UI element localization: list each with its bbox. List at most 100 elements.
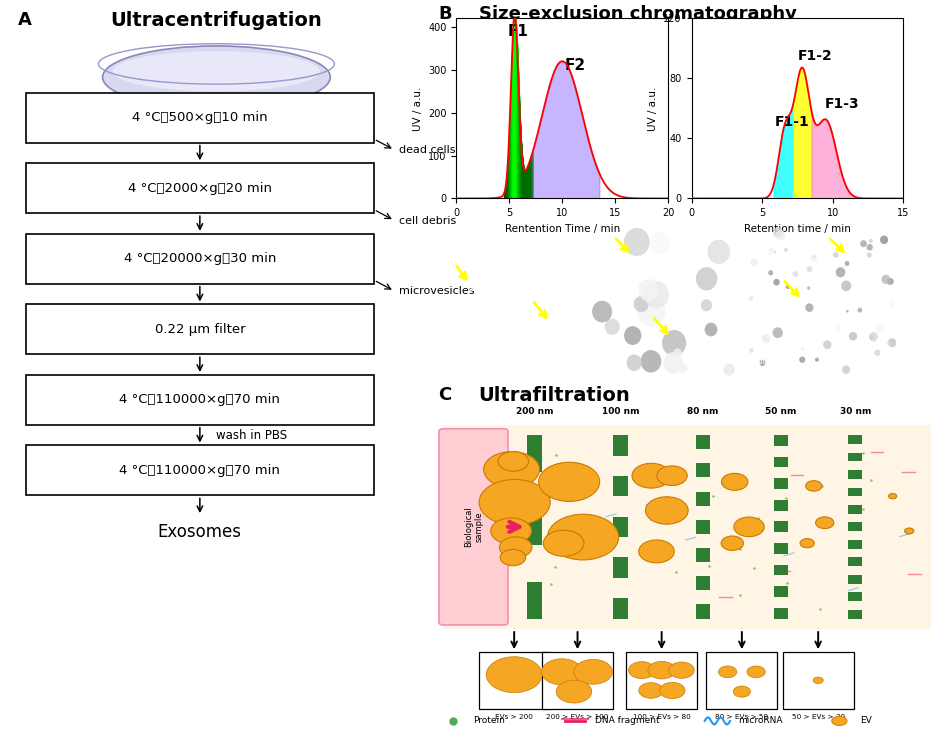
- Ellipse shape: [103, 46, 330, 108]
- Text: 4 °C、500×g、10 min: 4 °C、500×g、10 min: [132, 111, 267, 124]
- Circle shape: [815, 357, 819, 362]
- Circle shape: [774, 279, 780, 286]
- Ellipse shape: [629, 662, 655, 678]
- FancyBboxPatch shape: [848, 470, 863, 478]
- FancyBboxPatch shape: [774, 521, 789, 532]
- Ellipse shape: [747, 666, 765, 678]
- Text: F1: F1: [507, 24, 528, 38]
- FancyBboxPatch shape: [848, 487, 863, 496]
- Circle shape: [880, 235, 888, 244]
- Circle shape: [888, 338, 897, 347]
- Text: d: d: [445, 232, 453, 242]
- Text: 4 °C、2000×g、20 min: 4 °C、2000×g、20 min: [128, 182, 272, 195]
- Circle shape: [749, 348, 754, 353]
- FancyBboxPatch shape: [26, 445, 374, 495]
- FancyBboxPatch shape: [695, 548, 710, 562]
- FancyBboxPatch shape: [695, 492, 710, 506]
- Circle shape: [860, 240, 867, 247]
- FancyBboxPatch shape: [848, 435, 863, 444]
- FancyBboxPatch shape: [614, 598, 628, 619]
- FancyBboxPatch shape: [774, 587, 789, 597]
- Ellipse shape: [832, 717, 847, 725]
- FancyBboxPatch shape: [695, 435, 710, 449]
- Circle shape: [487, 242, 496, 251]
- Text: 100 nm: 100 nm: [602, 406, 639, 416]
- Circle shape: [773, 250, 776, 254]
- Circle shape: [867, 252, 871, 258]
- Circle shape: [641, 350, 662, 373]
- Ellipse shape: [669, 662, 694, 678]
- Circle shape: [539, 306, 548, 315]
- Circle shape: [638, 279, 659, 301]
- FancyBboxPatch shape: [614, 435, 628, 456]
- Circle shape: [644, 281, 669, 308]
- FancyBboxPatch shape: [783, 652, 853, 709]
- X-axis label: Rentention Time / min: Rentention Time / min: [504, 223, 620, 234]
- Circle shape: [650, 232, 671, 254]
- Ellipse shape: [543, 530, 584, 556]
- Circle shape: [805, 304, 814, 312]
- Text: 80 > EVs > 50: 80 > EVs > 50: [715, 714, 769, 720]
- Text: 80 nm: 80 nm: [687, 406, 718, 416]
- Text: 200 nm: 200 nm: [598, 357, 628, 367]
- Circle shape: [773, 327, 783, 338]
- Text: Ultracentrifugation: Ultracentrifugation: [110, 11, 323, 30]
- Text: 4 °C、20000×g、30 min: 4 °C、20000×g、30 min: [123, 252, 276, 265]
- FancyBboxPatch shape: [774, 564, 789, 576]
- Circle shape: [841, 281, 852, 291]
- Circle shape: [869, 239, 872, 243]
- Circle shape: [708, 240, 730, 264]
- Text: 200 nm: 200 nm: [516, 406, 553, 416]
- Ellipse shape: [498, 451, 529, 471]
- FancyBboxPatch shape: [527, 509, 542, 545]
- Text: A: A: [18, 11, 32, 29]
- Circle shape: [792, 271, 798, 277]
- Text: wash in PBS: wash in PBS: [216, 429, 288, 442]
- Text: 4 °C、110000×g、70 min: 4 °C、110000×g、70 min: [120, 464, 280, 477]
- FancyBboxPatch shape: [848, 610, 863, 619]
- Text: microRNA: microRNA: [738, 717, 782, 725]
- FancyBboxPatch shape: [848, 540, 863, 549]
- FancyBboxPatch shape: [626, 652, 697, 709]
- Ellipse shape: [113, 51, 320, 91]
- Text: Size-exclusion chromatography: Size-exclusion chromatography: [479, 4, 796, 23]
- Circle shape: [750, 258, 758, 267]
- Ellipse shape: [733, 686, 751, 698]
- Circle shape: [885, 342, 889, 345]
- FancyBboxPatch shape: [774, 543, 789, 554]
- FancyBboxPatch shape: [26, 93, 374, 143]
- Text: 200 > EVs > 100: 200 > EVs > 100: [547, 714, 609, 720]
- Circle shape: [889, 302, 894, 307]
- Circle shape: [766, 247, 774, 256]
- FancyBboxPatch shape: [614, 476, 628, 496]
- X-axis label: Retention time / min: Retention time / min: [744, 223, 851, 234]
- FancyBboxPatch shape: [695, 463, 710, 478]
- FancyBboxPatch shape: [26, 163, 374, 213]
- Text: DNA fragment: DNA fragment: [596, 717, 660, 725]
- Text: EV: EV: [860, 717, 871, 725]
- Circle shape: [887, 278, 894, 285]
- Y-axis label: UV / a.u.: UV / a.u.: [647, 86, 658, 131]
- Circle shape: [662, 330, 686, 356]
- Circle shape: [624, 228, 649, 256]
- Text: cell debris: cell debris: [399, 215, 455, 226]
- Circle shape: [474, 295, 478, 299]
- Ellipse shape: [556, 680, 592, 703]
- Circle shape: [857, 307, 862, 312]
- Text: Exosomes: Exosomes: [158, 523, 242, 541]
- Text: B: B: [438, 4, 452, 23]
- Ellipse shape: [888, 493, 897, 499]
- Circle shape: [759, 359, 766, 366]
- Ellipse shape: [722, 473, 748, 490]
- FancyBboxPatch shape: [774, 478, 789, 489]
- Circle shape: [775, 230, 786, 240]
- FancyBboxPatch shape: [26, 375, 374, 425]
- Circle shape: [695, 267, 717, 290]
- FancyBboxPatch shape: [527, 435, 542, 472]
- Ellipse shape: [816, 517, 834, 528]
- Circle shape: [638, 296, 666, 327]
- Ellipse shape: [538, 462, 599, 501]
- Circle shape: [605, 319, 620, 335]
- FancyBboxPatch shape: [695, 604, 710, 619]
- FancyBboxPatch shape: [774, 435, 789, 446]
